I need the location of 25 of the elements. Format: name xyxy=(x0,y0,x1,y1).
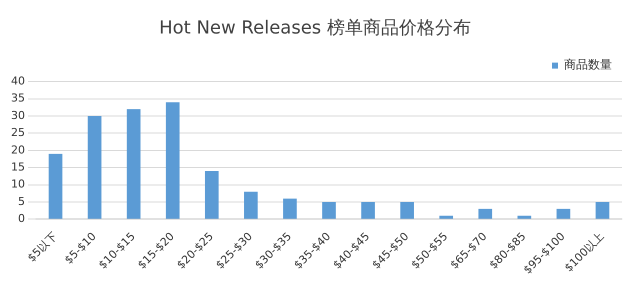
y-tick-label: 35 xyxy=(10,92,25,105)
legend-label: 商品数量 xyxy=(564,58,612,72)
y-tick-label: 20 xyxy=(10,143,25,156)
bar xyxy=(478,208,492,219)
y-tick-label: 0 xyxy=(18,212,25,226)
x-tick-label: $5以下 xyxy=(25,230,60,264)
bar xyxy=(596,202,610,219)
bar xyxy=(88,116,102,219)
bar xyxy=(283,198,297,219)
y-tick-label: 15 xyxy=(10,160,25,174)
y-tick-label: 40 xyxy=(10,74,25,88)
y-tick-label: 30 xyxy=(10,108,25,122)
y-tick-label: 10 xyxy=(10,178,25,191)
bar xyxy=(48,154,62,219)
bar xyxy=(204,171,219,219)
bar xyxy=(166,102,180,219)
bar xyxy=(126,109,140,219)
chart-title: Hot New Releases 榜单商品价格分布 xyxy=(159,17,471,38)
y-tick-label: 25 xyxy=(10,126,25,140)
bar xyxy=(400,202,414,219)
bar xyxy=(244,192,258,219)
y-tick-label: 5 xyxy=(18,194,25,208)
bar xyxy=(556,208,570,219)
bar xyxy=(361,202,375,219)
bar xyxy=(322,202,336,219)
